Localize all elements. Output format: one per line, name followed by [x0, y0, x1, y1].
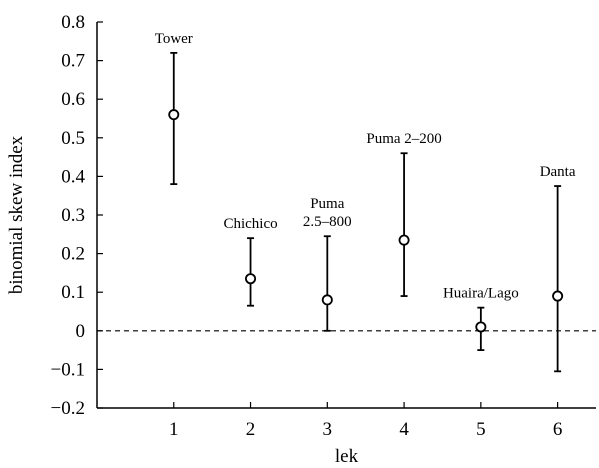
data-point — [321, 294, 333, 306]
data-point — [552, 290, 564, 302]
y-tick-label: 0.6 — [61, 89, 85, 110]
y-tick-label: 0.7 — [61, 51, 85, 72]
y-axis-title: binomial skew index — [6, 135, 27, 294]
y-tick-label: −0.2 — [51, 398, 85, 419]
point-label: Huaira/Lago — [443, 286, 519, 302]
data-point — [398, 234, 410, 246]
point-label: Danta — [540, 164, 576, 180]
point-label: Tower — [155, 31, 193, 47]
y-tick-label: 0.4 — [61, 166, 85, 187]
x-axis-title: lek — [335, 446, 359, 467]
point-label: 2.5–800 — [303, 214, 352, 230]
data-marks — [168, 51, 564, 373]
y-tick-label: 0 — [76, 321, 86, 342]
x-tick-label: 1 — [169, 419, 179, 440]
y-tick-label: −0.1 — [51, 359, 85, 380]
point-label: Puma — [310, 196, 345, 212]
y-tick-label: 0.8 — [61, 12, 85, 33]
point-label: Puma 2–200 — [366, 131, 441, 147]
axes: −0.2 −0.1 0 0.1 0.2 0.3 0.4 0.5 0.6 0.7 0.8 1 2 3 4 5 6 — [51, 12, 596, 440]
x-tick-label: 2 — [246, 419, 256, 440]
point-labels: Tower Chichico Puma 2.5–800 Puma 2–200 Huaira… — [155, 31, 576, 302]
data-point — [475, 321, 487, 333]
y-tick-label: 0.5 — [61, 128, 85, 149]
x-tick-label: 3 — [323, 419, 333, 440]
y-tick-label: 0.2 — [61, 244, 85, 265]
data-point — [245, 273, 257, 285]
data-point — [168, 109, 180, 121]
point-label: Chichico — [223, 216, 277, 232]
x-tick-label: 4 — [399, 419, 409, 440]
x-tick-label: 5 — [476, 419, 486, 440]
y-tick-label: 0.1 — [61, 282, 85, 303]
x-tick-label: 6 — [553, 419, 563, 440]
y-tick-label: 0.3 — [61, 205, 85, 226]
